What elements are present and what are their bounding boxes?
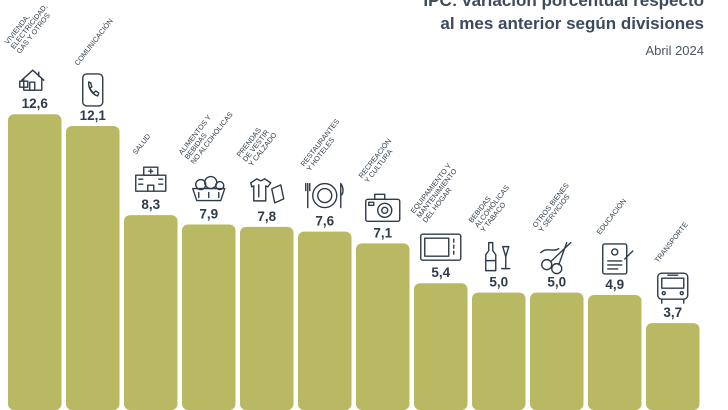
data-label-9: 5,0 — [489, 275, 508, 290]
bus-icon — [657, 272, 689, 304]
bar-3 — [124, 215, 178, 410]
plate-cutlery-icon — [305, 182, 344, 209]
bar-9 — [472, 292, 526, 410]
data-label-4: 7,9 — [199, 207, 218, 222]
bar-1 — [8, 114, 62, 410]
bar-11 — [588, 294, 642, 410]
microwave-icon — [420, 233, 462, 261]
house-icon — [19, 69, 45, 91]
category-label-3: SALUD — [130, 132, 152, 156]
clothing-icon — [250, 178, 285, 204]
data-label-11: 4,9 — [605, 277, 624, 292]
category-label-12: TRANSPORTE — [652, 220, 689, 264]
data-label-12: 3,7 — [663, 305, 682, 320]
chart-title-line2: al mes anterior según divisiones — [440, 14, 704, 33]
bar-2 — [66, 125, 120, 410]
bar-8 — [414, 283, 468, 410]
data-label-2: 12,1 — [80, 108, 107, 123]
food-basket-icon — [192, 175, 226, 202]
data-label-8: 5,4 — [431, 265, 450, 280]
category-label-2: COMUNICACIÓN — [72, 17, 114, 68]
data-label-7: 7,1 — [373, 225, 392, 240]
bar-6 — [298, 231, 352, 410]
document-icon — [602, 243, 634, 275]
data-label-3: 8,3 — [141, 197, 160, 212]
camera-icon — [365, 193, 401, 223]
category-label-11: EDUCACIÓN — [594, 197, 628, 237]
svg-text:TRANSPORTE: TRANSPORTE — [652, 220, 689, 264]
scissors-icon — [540, 241, 572, 275]
bar-7 — [356, 243, 410, 410]
svg-text:SALUD: SALUD — [130, 132, 152, 156]
bottles-icon — [485, 241, 511, 272]
phone-icon — [82, 73, 104, 107]
svg-text:COMUNICACIÓN: COMUNICACIÓN — [72, 17, 114, 68]
data-label-5: 7,8 — [257, 209, 276, 224]
chart-title-line1: IPC: variación porcentual respecto — [423, 0, 704, 10]
hospital-icon — [135, 166, 167, 192]
bar-5 — [240, 226, 294, 410]
bar-4 — [182, 224, 236, 410]
bar-12 — [646, 323, 700, 410]
data-label-10: 5,0 — [547, 275, 566, 290]
data-label-6: 7,6 — [315, 214, 334, 229]
chart-subtitle: Abril 2024 — [645, 43, 704, 58]
category-label-1: VIVIENDA,ELECTRICIDAD,GAS Y OTROS — [3, 2, 53, 55]
svg-text:EDUCACIÓN: EDUCACIÓN — [594, 197, 628, 237]
bar-10 — [530, 292, 584, 410]
data-label-1: 12,6 — [22, 96, 49, 111]
